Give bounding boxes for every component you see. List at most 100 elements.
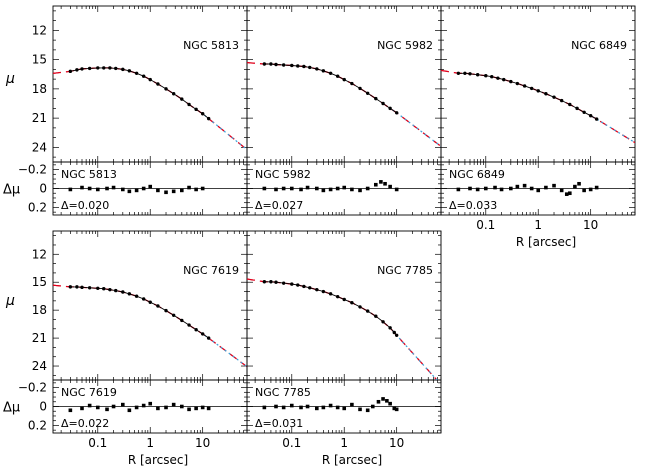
residual-y-tick-label: −0.2 [18,163,47,177]
residual-point [305,185,310,190]
profile-point [141,74,146,78]
profile-point [358,86,362,91]
residual-point [105,186,109,191]
profile-point [114,288,118,293]
profile-y-axis-label: μ [5,71,15,87]
profile-point [365,91,370,95]
profile-point [75,285,79,289]
profile-point [194,328,198,332]
profile-point [274,62,278,67]
profile-frame [440,5,636,163]
profile-point [269,280,273,284]
residual-point [493,185,497,190]
residual-point [374,182,378,187]
profile-y-tick-label: 18 [32,82,47,96]
rms-label: Δ=0.031 [255,417,303,430]
residual-point [87,403,92,408]
profile-data-line [264,281,398,336]
profile-point [588,113,593,118]
residual-point [483,186,488,191]
residual-point [388,401,392,406]
x-tick-label: 10 [583,218,598,232]
residual-y-tick-label: 0.2 [28,418,47,432]
residual-galaxy-label: NGC 5813 [61,168,117,181]
profile-point [468,72,472,76]
profile-data-line [458,72,597,120]
galaxy-label: NGC 5813 [183,39,239,52]
profile-point [87,66,92,71]
residual-point [350,187,354,192]
model-extrapolation-curve [204,114,247,151]
model-extrapolation-curve [392,330,438,380]
profile-point [456,71,461,75]
profile-point [388,106,392,111]
profile-point [121,67,125,72]
profile-point [321,69,326,73]
profile-point [262,280,267,284]
profile-data-line [264,63,397,114]
model-fit-curve [53,284,247,368]
x-tick-label: 0.1 [88,436,107,450]
profile-point [536,89,540,93]
residual-point [289,403,294,408]
residual-point [206,406,211,411]
residual-point [394,407,399,412]
residual-point [194,187,198,192]
residual-point [536,188,541,193]
panel-ngc-7619: 12 15 18 21 24 −0.2 0 0.2 μ Δμ 0.1 1 10 R [arcsec] NGC… [3,230,248,467]
profile-y-tick-label: 21 [32,111,47,125]
residual-point [299,405,303,410]
residual-point [164,405,168,410]
profile-point [68,285,73,289]
residual-point [187,185,191,190]
residual-point [383,181,387,186]
residual-point [121,187,125,192]
residual-point [335,405,340,410]
residual-point [328,403,333,408]
residual-point [568,191,572,196]
residual-galaxy-label: NGC 6849 [449,168,505,181]
profile-point [156,304,160,308]
residual-point [289,186,294,191]
galaxy-label: NGC 5982 [377,39,433,52]
profile-point [582,110,586,114]
profile-point [269,62,273,66]
profile-point [102,66,106,70]
residual-point [350,402,354,407]
rms-label: Δ=0.027 [255,199,303,212]
residual-point [582,188,586,193]
residual-point [456,187,461,192]
profile-point [127,292,132,296]
residual-point [156,406,160,411]
profile-point [274,280,278,284]
profile-data-line [70,286,209,339]
residual-point [342,406,347,411]
profile-point [374,96,378,101]
profile-point [394,333,399,337]
residual-point [262,405,267,410]
residual-point [80,185,84,190]
profile-point [308,286,312,290]
profile-frame [52,5,248,163]
profile-point [350,301,354,305]
residual-y-axis-label: Δμ [3,183,20,198]
profile-point [187,323,191,327]
profile-point [206,116,211,121]
profile-point [490,74,494,79]
residual-point [315,406,319,411]
panel-ngc-6849: 0.1 1 10 R [arcsec] NGC 6849 NGC 6849 Δ=0.033 [440,5,636,249]
profile-point [509,79,513,84]
residual-point [394,187,399,192]
profile-point [594,117,599,121]
residual-point [148,184,153,189]
x-tick-label: 1 [146,436,154,450]
residual-point [171,189,176,194]
profile-point [171,313,176,317]
residual-point [194,406,198,411]
profile-point [200,332,205,336]
x-tick-label: 0.1 [476,218,495,232]
residual-point [335,186,340,191]
profile-point [315,287,319,292]
profile-y-tick-label: 15 [32,53,47,67]
profile-point [296,64,300,68]
